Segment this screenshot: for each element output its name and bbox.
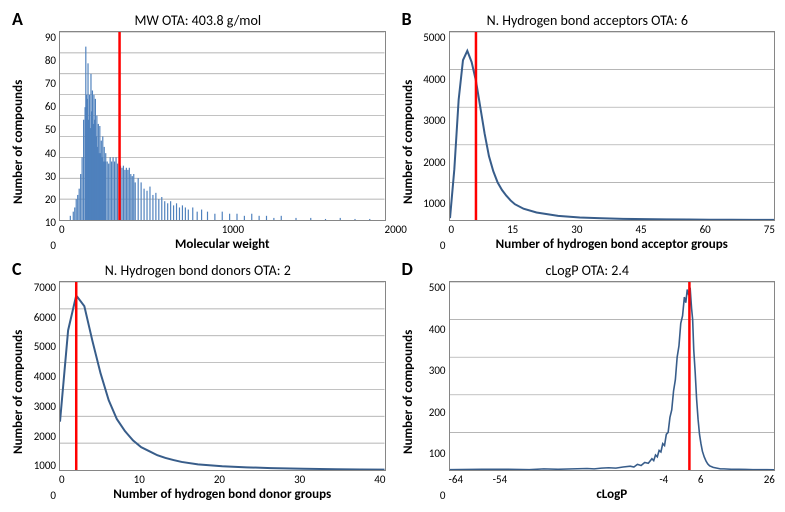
y-ticks: 500040003000200010000 bbox=[416, 31, 449, 252]
x-ticks: 01530456075 bbox=[449, 221, 776, 236]
panel-hbond-acceptors: BN. Hydrogen bond acceptors OTA: 6 Number… bbox=[400, 10, 776, 252]
y-axis-label: Number of compounds bbox=[400, 31, 416, 252]
plot-area bbox=[449, 281, 776, 471]
panel-clogp: DcLogP OTA: 2.4 Number of compounds500400… bbox=[400, 260, 776, 502]
panel-letter: A bbox=[12, 8, 23, 30]
y-axis-label: Number of compounds bbox=[400, 281, 416, 502]
x-ticks: 010002000 bbox=[59, 221, 386, 236]
x-axis-label: Number of hydrogen bond acceptor groups bbox=[449, 237, 776, 252]
x-ticks: -64-54-4626 bbox=[449, 471, 776, 486]
chart-grid: AMW OTA: 403.8 g/molNumber of compounds9… bbox=[10, 10, 775, 502]
panel-letter: B bbox=[402, 8, 412, 30]
panel-molecular-weight: AMW OTA: 403.8 g/mol Number of compounds9… bbox=[10, 10, 386, 252]
panel-hbond-donors: CN. Hydrogen bond donors OTA: 2 Number of… bbox=[10, 260, 386, 502]
panel-letter: D bbox=[402, 258, 413, 280]
x-axis-label: Molecular weight bbox=[59, 237, 386, 252]
panel-letter: C bbox=[12, 258, 22, 280]
panel-title: N. Hydrogen bond donors OTA: 2 bbox=[10, 262, 386, 279]
y-ticks: 70006000500040003000200010000 bbox=[26, 281, 59, 502]
y-axis-label: Number of compounds bbox=[10, 31, 26, 252]
y-ticks: 9080706050403020100 bbox=[26, 31, 59, 252]
plot-area bbox=[449, 31, 776, 221]
plot-area bbox=[59, 31, 386, 221]
x-ticks: 010203040 bbox=[59, 471, 386, 486]
panel-title: MW OTA: 403.8 g/mol bbox=[10, 12, 386, 29]
y-axis-label: Number of compounds bbox=[10, 281, 26, 502]
panel-title: cLogP OTA: 2.4 bbox=[400, 262, 776, 279]
panel-title: N. Hydrogen bond acceptors OTA: 6 bbox=[400, 12, 776, 29]
plot-area bbox=[59, 281, 386, 471]
x-axis-label: Number of hydrogen bond donor groups bbox=[59, 487, 386, 502]
y-ticks: 5004003002001000 bbox=[416, 281, 449, 502]
x-axis-label: cLogP bbox=[449, 487, 776, 502]
